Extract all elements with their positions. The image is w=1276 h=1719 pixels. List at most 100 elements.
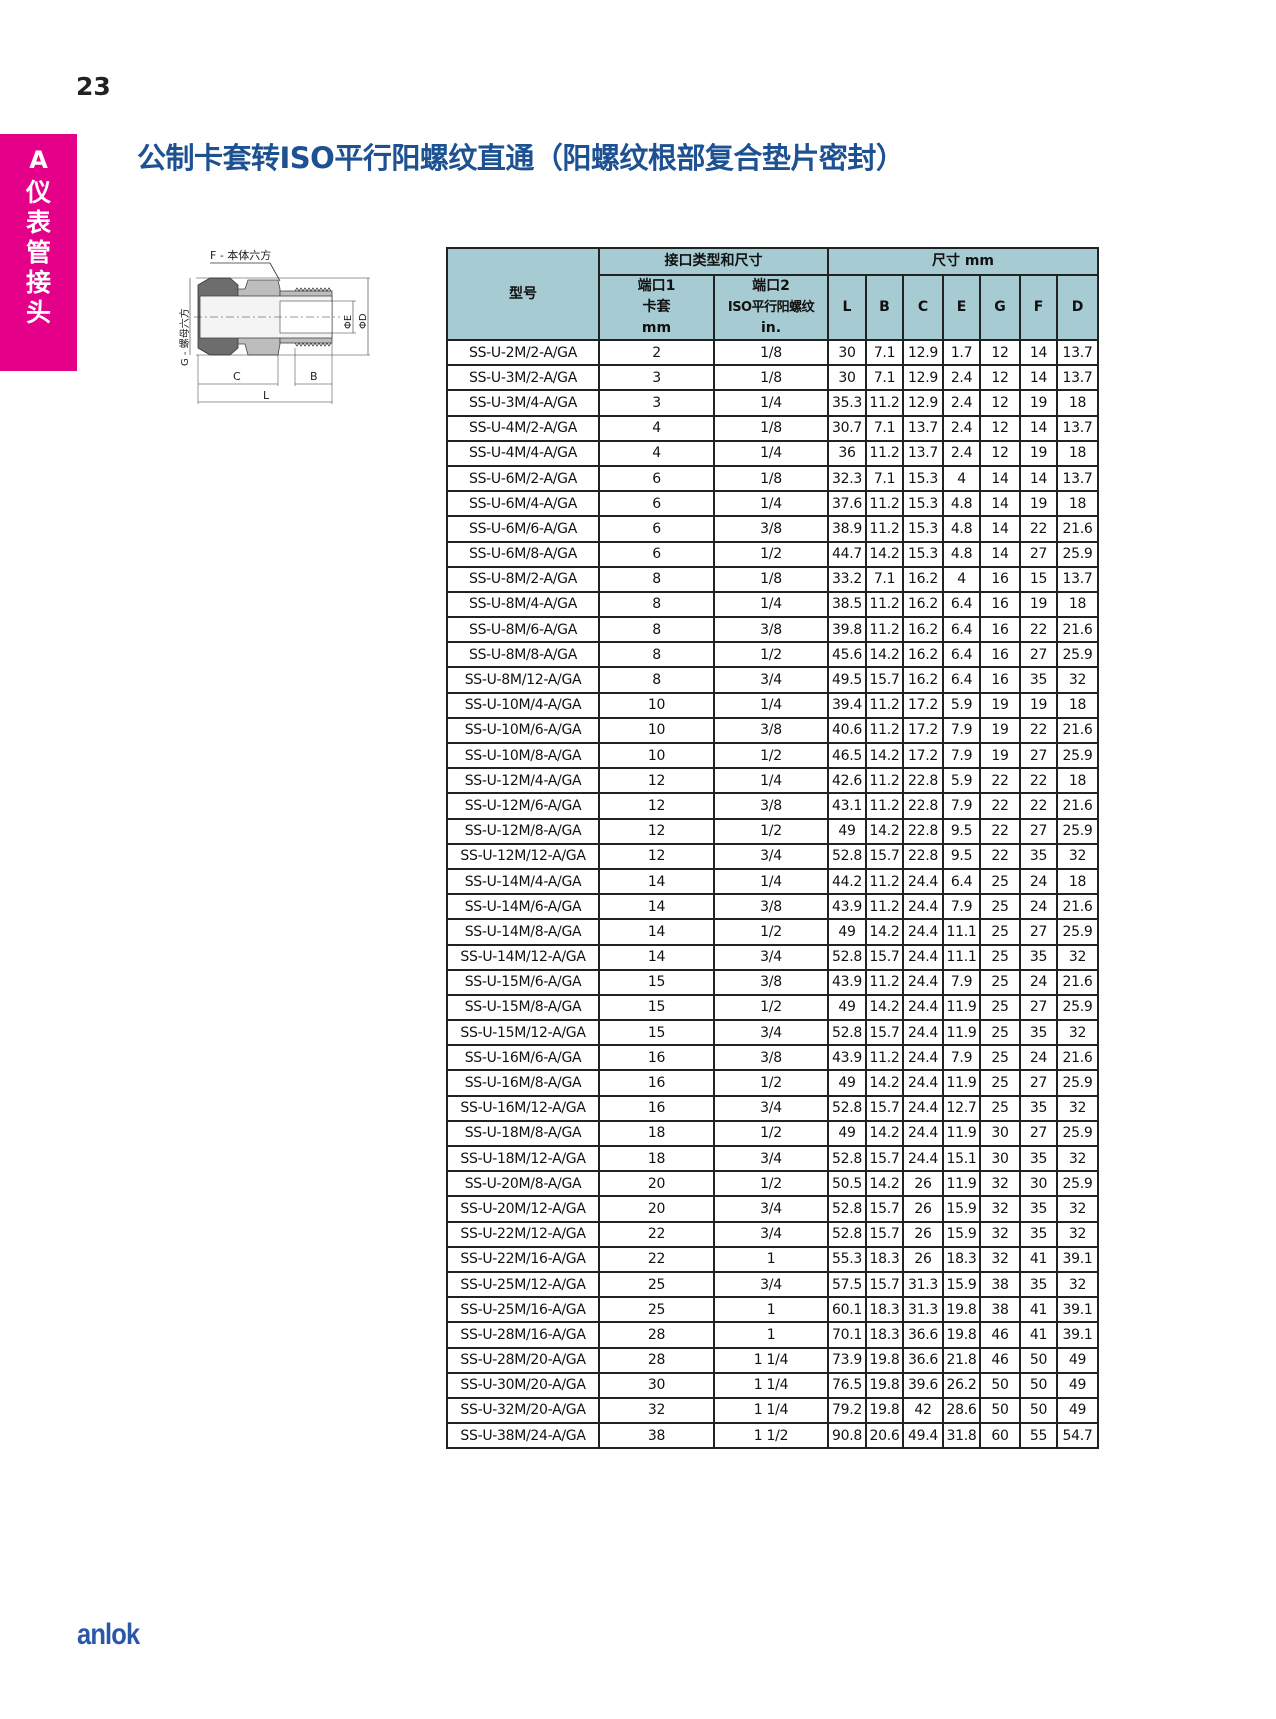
- table-row: SS-U-8M/8-A/GA 8 1/2 45.6 14.2 16.2 6.4 16 27 25.…: [446, 641, 1099, 669]
- cell-dim-d: 25.9: [1056, 993, 1099, 1022]
- cell-dim-f: 24: [1019, 968, 1058, 996]
- cell-port2: 1 1/4: [713, 1396, 829, 1425]
- cell-dim-f: 22: [1019, 616, 1058, 644]
- cell-model: SS-U-6M/8-A/GA: [446, 540, 600, 568]
- table-row: SS-U-22M/16-A/GA 22 1 55.3 18.3 26 18.3 32 41 39.…: [446, 1245, 1099, 1273]
- header-port2-line: ISO平行阳螺纹: [727, 300, 815, 315]
- cell-model: SS-U-18M/12-A/GA: [446, 1144, 600, 1173]
- cell-port1: 28: [598, 1321, 715, 1349]
- cell-dim-b: 15.7: [865, 1144, 904, 1173]
- cell-port2: 3/8: [713, 616, 829, 644]
- cell-port2: 1/8: [713, 364, 829, 392]
- cell-dim-c: 15.3: [902, 540, 944, 568]
- cell-dim-g: 14: [979, 540, 1021, 568]
- header-dim-f: F: [1019, 274, 1058, 341]
- cell-dim-f: 22: [1019, 515, 1058, 543]
- cell-port2: 1/4: [713, 389, 829, 417]
- cell-model: SS-U-25M/12-A/GA: [446, 1270, 600, 1299]
- cell-dim-b: 11.2: [865, 691, 904, 719]
- cell-dim-c: 39.6: [902, 1371, 944, 1399]
- page-title: 公制卡套转ISO平行阳螺纹直通（阳螺纹根部复合垫片密封）: [137, 141, 905, 175]
- cell-port1: 38: [598, 1422, 715, 1450]
- cell-model: SS-U-18M/8-A/GA: [446, 1119, 600, 1148]
- cell-dim-b: 15.7: [865, 1195, 904, 1223]
- cell-dim-e: 7.9: [942, 968, 981, 996]
- cell-dim-l: 52.8: [827, 1220, 867, 1248]
- cell-port2: 3/4: [713, 1144, 829, 1173]
- cell-dim-f: 41: [1019, 1245, 1058, 1273]
- cell-dim-c: 12.9: [902, 364, 944, 392]
- header-dim-b: B: [865, 274, 904, 341]
- cell-dim-d: 32: [1056, 1144, 1099, 1173]
- cell-dim-e: 11.1: [942, 943, 981, 971]
- cell-model: SS-U-12M/6-A/GA: [446, 792, 600, 820]
- cell-model: SS-U-12M/12-A/GA: [446, 842, 600, 870]
- cell-dim-d: 21.6: [1056, 893, 1099, 921]
- cell-dim-b: 15.7: [865, 943, 904, 971]
- table-row: SS-U-12M/4-A/GA 12 1/4 42.6 11.2 22.8 5.9 22 22 1…: [446, 767, 1099, 795]
- cell-dim-f: 55: [1019, 1422, 1058, 1450]
- cell-port1: 32: [598, 1396, 715, 1425]
- cell-dim-f: 35: [1019, 1270, 1058, 1299]
- cell-dim-g: 25: [979, 867, 1021, 896]
- cell-dim-g: 14: [979, 515, 1021, 543]
- cell-dim-f: 27: [1019, 741, 1058, 770]
- cell-model: SS-U-6M/2-A/GA: [446, 464, 600, 493]
- cell-port1: 20: [598, 1195, 715, 1223]
- cell-model: SS-U-6M/6-A/GA: [446, 515, 600, 543]
- table-row: SS-U-10M/4-A/GA 10 1/4 39.4 11.2 17.2 5.9 19 19 1…: [446, 691, 1099, 719]
- cell-port2: 1 1/4: [713, 1346, 829, 1374]
- cell-model: SS-U-14M/6-A/GA: [446, 893, 600, 921]
- cell-dim-e: 6.4: [942, 590, 981, 619]
- cell-port1: 22: [598, 1245, 715, 1273]
- cell-dim-d: 25.9: [1056, 817, 1099, 845]
- cell-port2: 1/2: [713, 993, 829, 1022]
- cell-dim-l: 49: [827, 817, 867, 845]
- cell-model: SS-U-20M/12-A/GA: [446, 1195, 600, 1223]
- cell-port2: 1/2: [713, 641, 829, 669]
- cell-dim-c: 22.8: [902, 767, 944, 795]
- cell-port1: 10: [598, 691, 715, 719]
- cell-dim-e: 9.5: [942, 842, 981, 870]
- cell-dim-g: 14: [979, 490, 1021, 518]
- cell-port1: 15: [598, 993, 715, 1022]
- cell-dim-c: 16.2: [902, 641, 944, 669]
- table-row: SS-U-16M/8-A/GA 16 1/2 49 14.2 24.4 11.9 25 27 25…: [446, 1069, 1099, 1097]
- cell-port2: 1: [713, 1321, 829, 1349]
- cell-dim-f: 15: [1019, 565, 1058, 593]
- cell-dim-e: 6.4: [942, 616, 981, 644]
- cell-dim-d: 25.9: [1056, 1119, 1099, 1148]
- table-row: SS-U-14M/4-A/GA 14 1/4 44.2 11.2 24.4 6.4 25 24 1…: [446, 867, 1099, 896]
- cell-dim-l: 79.2: [827, 1396, 867, 1425]
- cell-port2: 3/4: [713, 1220, 829, 1248]
- cell-dim-d: 25.9: [1056, 1170, 1099, 1198]
- cell-model: SS-U-10M/6-A/GA: [446, 716, 600, 745]
- cell-port2: 3/8: [713, 968, 829, 996]
- table-row: SS-U-28M/16-A/GA 28 1 70.1 18.3 36.6 19.8 46 41 3…: [446, 1321, 1099, 1349]
- cell-dim-d: 13.7: [1056, 464, 1099, 493]
- cell-dim-c: 24.4: [902, 1019, 944, 1047]
- cell-dim-l: 43.9: [827, 893, 867, 921]
- cell-model: SS-U-20M/8-A/GA: [446, 1170, 600, 1198]
- cell-dim-e: 11.9: [942, 993, 981, 1022]
- cell-port2: 1/8: [713, 338, 829, 367]
- cell-dim-d: 32: [1056, 1270, 1099, 1299]
- cell-dim-g: 30: [979, 1144, 1021, 1173]
- cell-dim-e: 11.9: [942, 1170, 981, 1198]
- cell-dim-g: 16: [979, 666, 1021, 694]
- cell-dim-d: 25.9: [1056, 741, 1099, 770]
- cell-dim-e: 11.9: [942, 1019, 981, 1047]
- table-row: SS-U-20M/12-A/GA 20 3/4 52.8 15.7 26 15.9 32 35 3…: [446, 1195, 1099, 1223]
- cell-dim-l: 38.5: [827, 590, 867, 619]
- cell-dim-e: 15.9: [942, 1270, 981, 1299]
- cell-model: SS-U-8M/6-A/GA: [446, 616, 600, 644]
- cell-dim-c: 36.6: [902, 1321, 944, 1349]
- cell-dim-f: 27: [1019, 1119, 1058, 1148]
- table-row: SS-U-10M/6-A/GA 10 3/8 40.6 11.2 17.2 7.9 19 22 2…: [446, 716, 1099, 745]
- cell-dim-f: 27: [1019, 1069, 1058, 1097]
- cell-dim-g: 22: [979, 767, 1021, 795]
- cell-dim-b: 14.2: [865, 993, 904, 1022]
- cell-model: SS-U-22M/16-A/GA: [446, 1245, 600, 1273]
- cell-port1: 3: [598, 364, 715, 392]
- cell-dim-b: 11.2: [865, 893, 904, 921]
